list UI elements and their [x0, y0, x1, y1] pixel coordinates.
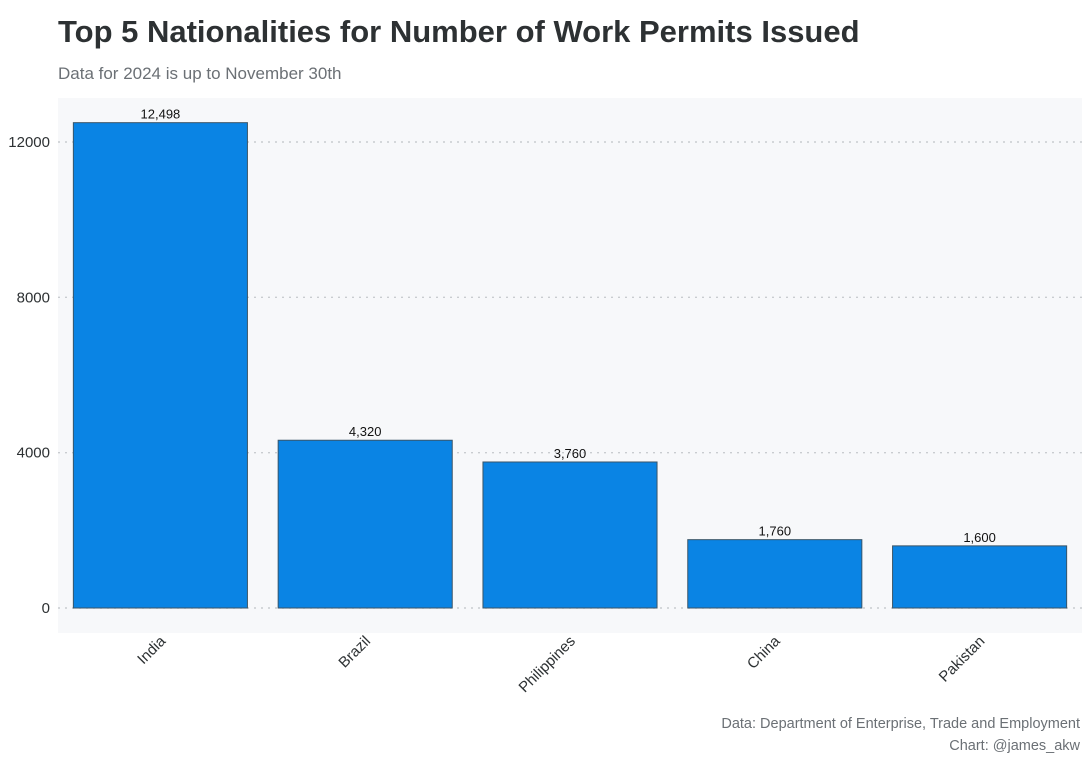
- y-axis-tick-labels: 0 4000 8000 12000: [8, 134, 50, 617]
- bar-value-label: 1,760: [759, 524, 792, 539]
- bar-value-label: 4,320: [349, 424, 382, 439]
- caption-source: Data: Department of Enterprise, Trade an…: [721, 716, 1080, 732]
- bar-value-labels: 12,498 4,320 3,760 1,760 1,600: [141, 107, 996, 545]
- x-tick-label: India: [134, 632, 169, 667]
- y-tick-label: 12000: [8, 134, 50, 151]
- bar: [72, 122, 248, 609]
- x-axis-tick-labels: India Brazil Philippines China Pakistan: [134, 632, 988, 696]
- x-tick-label: Pakistan: [936, 633, 989, 686]
- y-tick-label: 4000: [17, 445, 50, 462]
- bar: [482, 461, 658, 609]
- bar-value-label: 12,498: [141, 107, 181, 122]
- y-tick-label: 8000: [17, 289, 50, 306]
- bars: [72, 122, 1068, 609]
- x-tick-label: Philippines: [516, 633, 579, 696]
- chart-title: Top 5 Nationalities for Number of Work P…: [58, 14, 860, 49]
- x-tick-label: Brazil: [335, 633, 374, 672]
- caption: Data: Department of Enterprise, Trade an…: [721, 713, 1080, 757]
- bar-value-label: 1,600: [963, 530, 996, 545]
- bar: [277, 439, 453, 609]
- bar: [892, 545, 1068, 609]
- x-tick-label: China: [744, 632, 784, 672]
- caption-credit: Chart: @james_akw: [949, 738, 1080, 754]
- y-tick-label: 0: [42, 600, 50, 617]
- chart-subtitle: Data for 2024 is up to November 30th: [58, 64, 342, 83]
- bar-value-label: 3,760: [554, 446, 587, 461]
- bar: [687, 539, 863, 609]
